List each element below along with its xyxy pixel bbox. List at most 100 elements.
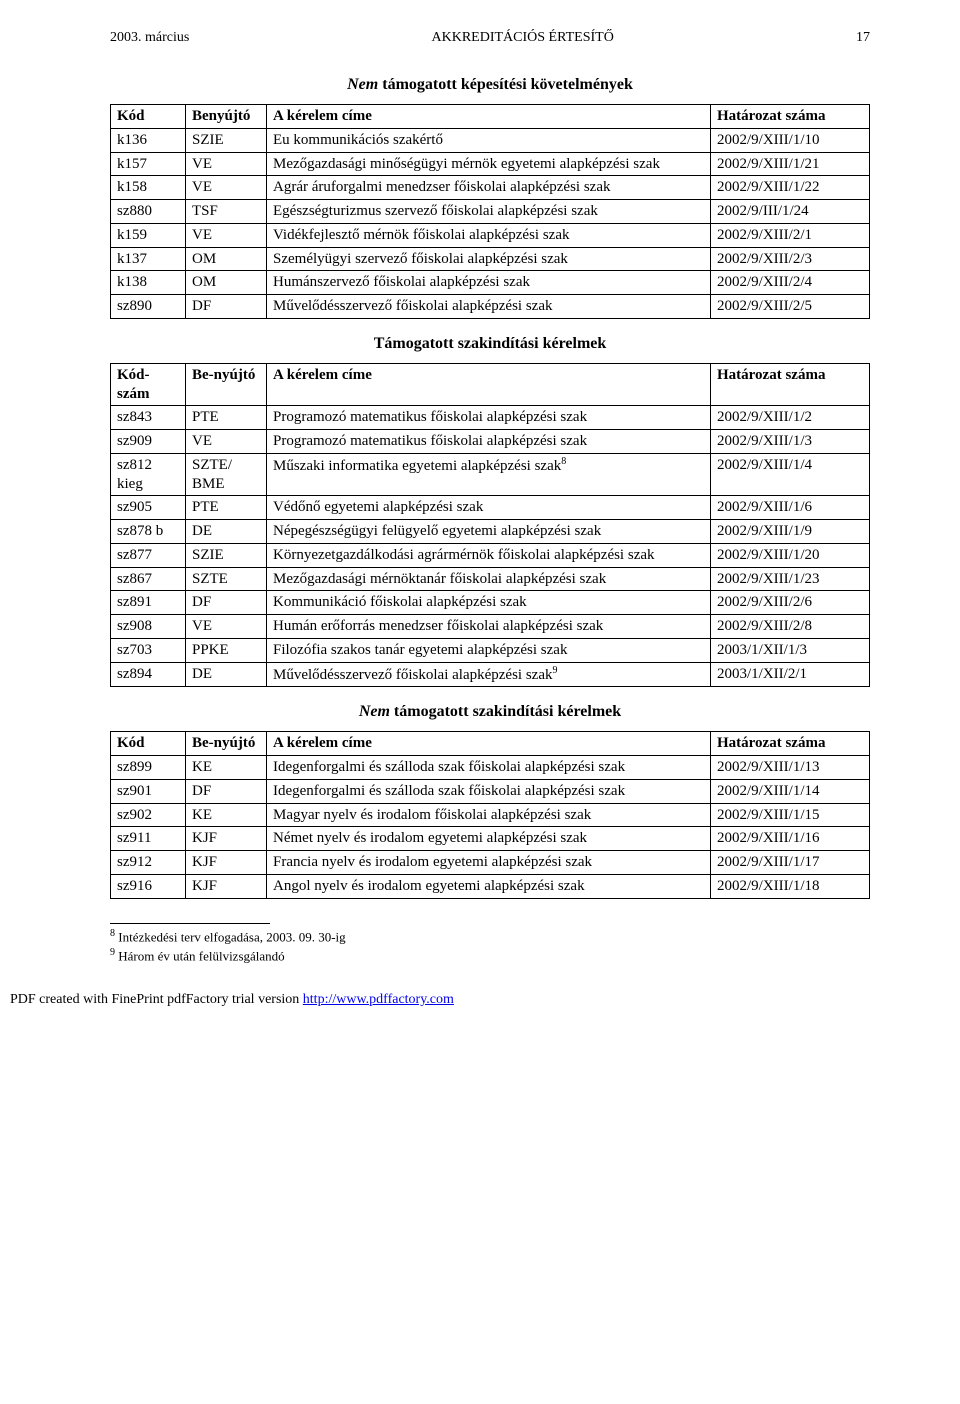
table-cell: DF <box>186 591 267 615</box>
table-cell: SZTE/ BME <box>186 453 267 496</box>
table-cell: 2002/9/XIII/1/16 <box>711 827 870 851</box>
column-header: A kérelem címe <box>267 732 711 756</box>
table-cell: SZIE <box>186 128 267 152</box>
table-row: sz905PTEVédőnő egyetemi alapképzési szak… <box>111 496 870 520</box>
table-row: sz909VEProgramozó matematikus főiskolai … <box>111 430 870 454</box>
pdf-credit-link[interactable]: http://www.pdffactory.com <box>303 992 454 1007</box>
column-header: Benyújtó <box>186 105 267 129</box>
table-cell: k136 <box>111 128 186 152</box>
table-cell: sz894 <box>111 662 186 687</box>
table-cell: 2002/9/XIII/2/3 <box>711 247 870 271</box>
table-cell: 2002/9/XIII/1/2 <box>711 406 870 430</box>
table-cell: sz877 <box>111 543 186 567</box>
table-cell: PPKE <box>186 638 267 662</box>
table-cell: 2002/9/XIII/1/20 <box>711 543 870 567</box>
table-cell: Angol nyelv és irodalom egyetemi alapkép… <box>267 874 711 898</box>
header-center: AKKREDITÁCIÓS ÉRTESÍTŐ <box>432 30 614 46</box>
table-row: k136SZIEEu kommunikációs szakértő2002/9/… <box>111 128 870 152</box>
table-cell: Művelődésszervező főiskolai alapképzési … <box>267 662 711 687</box>
table-cell: VE <box>186 223 267 247</box>
table-cell: DF <box>186 295 267 319</box>
footnote-ref: 9 <box>552 665 557 676</box>
table-cell: TSF <box>186 200 267 224</box>
table-cell: 2002/9/XIII/1/18 <box>711 874 870 898</box>
footnote-rule <box>110 923 270 924</box>
section3-table: KódBe-nyújtóA kérelem címeHatározat szám… <box>110 731 870 898</box>
table-row: sz916KJFAngol nyelv és irodalom egyetemi… <box>111 874 870 898</box>
footnote: 8 Intézkedési terv elfogadása, 2003. 09.… <box>110 928 870 945</box>
table-cell: sz878 b <box>111 520 186 544</box>
table-cell: Agrár áruforgalmi menedzser főiskolai al… <box>267 176 711 200</box>
table-cell: DF <box>186 779 267 803</box>
table-cell: k158 <box>111 176 186 200</box>
table-cell: OM <box>186 271 267 295</box>
table-cell: Személyügyi szervező főiskolai alapképzé… <box>267 247 711 271</box>
table-cell: 2002/9/XIII/1/10 <box>711 128 870 152</box>
table-row: k138OMHumánszervező főiskolai alapképzés… <box>111 271 870 295</box>
table-row: k157VEMezőgazdasági minőségügyi mérnök e… <box>111 152 870 176</box>
column-header: Kód-szám <box>111 363 186 406</box>
table-cell: VE <box>186 615 267 639</box>
table-cell: sz901 <box>111 779 186 803</box>
table-cell: KJF <box>186 827 267 851</box>
table-row: k159VEVidékfejlesztő mérnök főiskolai al… <box>111 223 870 247</box>
table-cell: Eu kommunikációs szakértő <box>267 128 711 152</box>
table-cell: sz880 <box>111 200 186 224</box>
table-cell: sz902 <box>111 803 186 827</box>
footnote-ref: 8 <box>561 456 566 467</box>
table-cell: KE <box>186 803 267 827</box>
table-cell: Idegenforgalmi és szálloda szak főiskola… <box>267 779 711 803</box>
section1-title-rest: támogatott képesítési követelmények <box>378 76 633 93</box>
table-cell: sz812 kieg <box>111 453 186 496</box>
table-cell: Népegészségügyi felügyelő egyetemi alapk… <box>267 520 711 544</box>
table-cell: k138 <box>111 271 186 295</box>
table-cell: sz890 <box>111 295 186 319</box>
table-cell: DE <box>186 520 267 544</box>
table-row: sz812 kiegSZTE/ BMEMűszaki informatika e… <box>111 453 870 496</box>
table-cell: Mezőgazdasági minőségügyi mérnök egyetem… <box>267 152 711 176</box>
section1-title-prefix: Nem <box>347 76 378 93</box>
table-cell: 2002/9/XIII/1/22 <box>711 176 870 200</box>
pdf-credit-text: PDF created with FinePrint pdfFactory tr… <box>10 992 303 1007</box>
footnote: 9 Három év után felülvizsgálandó <box>110 947 870 964</box>
table-cell: sz703 <box>111 638 186 662</box>
table-cell: sz912 <box>111 851 186 875</box>
table-cell: 2002/9/XIII/2/5 <box>711 295 870 319</box>
table-cell: Humánszervező főiskolai alapképzési szak <box>267 271 711 295</box>
table-row: sz894DEMűvelődésszervező főiskolai alapk… <box>111 662 870 687</box>
column-header: Határozat száma <box>711 732 870 756</box>
table-cell: sz891 <box>111 591 186 615</box>
table-cell: k157 <box>111 152 186 176</box>
table-cell: Műszaki informatika egyetemi alapképzési… <box>267 453 711 496</box>
table-cell: Programozó matematikus főiskolai alapkép… <box>267 406 711 430</box>
table-cell: Humán erőforrás menedzser főiskolai alap… <box>267 615 711 639</box>
table-cell: PTE <box>186 406 267 430</box>
page-header: 2003. március AKKREDITÁCIÓS ÉRTESÍTŐ 17 <box>110 30 870 46</box>
table-cell: 2002/9/XIII/1/15 <box>711 803 870 827</box>
table-row: sz901DFIdegenforgalmi és szálloda szak f… <box>111 779 870 803</box>
table-cell: 2002/9/XIII/1/13 <box>711 756 870 780</box>
table-cell: 2002/9/XIII/2/8 <box>711 615 870 639</box>
table-row: k137OMSzemélyügyi szervező főiskolai ala… <box>111 247 870 271</box>
table-row: sz911KJFNémet nyelv és irodalom egyetemi… <box>111 827 870 851</box>
table-cell: sz867 <box>111 567 186 591</box>
table-cell: Egészségturizmus szervező főiskolai alap… <box>267 200 711 224</box>
column-header: Határozat száma <box>711 105 870 129</box>
table-cell: Mezőgazdasági mérnöktanár főiskolai alap… <box>267 567 711 591</box>
table-row: sz890DFMűvelődésszervező főiskolai alapk… <box>111 295 870 319</box>
table-cell: 2002/9/XIII/2/4 <box>711 271 870 295</box>
table-cell: PTE <box>186 496 267 520</box>
table-cell: DE <box>186 662 267 687</box>
section1-table: KódBenyújtóA kérelem címeHatározat száma… <box>110 104 870 319</box>
table-cell: sz916 <box>111 874 186 898</box>
table-cell: VE <box>186 152 267 176</box>
table-row: k158VEAgrár áruforgalmi menedzser főisko… <box>111 176 870 200</box>
table-row: sz912KJFFrancia nyelv és irodalom egyete… <box>111 851 870 875</box>
table-cell: VE <box>186 430 267 454</box>
table-cell: Német nyelv és irodalom egyetemi alapkép… <box>267 827 711 851</box>
column-header: Határozat száma <box>711 363 870 406</box>
section3-title: Nem támogatott szakindítási kérelmek <box>110 703 870 721</box>
table-cell: Környezetgazdálkodási agrármérnök főisko… <box>267 543 711 567</box>
table-cell: SZTE <box>186 567 267 591</box>
table-cell: k137 <box>111 247 186 271</box>
